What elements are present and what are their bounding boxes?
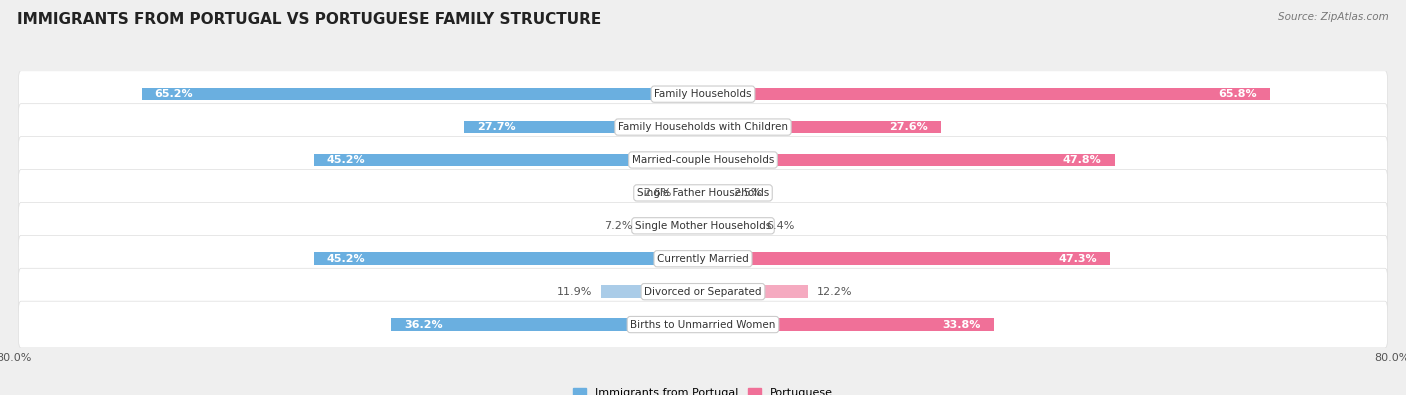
Text: 11.9%: 11.9% bbox=[557, 287, 592, 297]
Text: 36.2%: 36.2% bbox=[404, 320, 443, 329]
Text: 33.8%: 33.8% bbox=[943, 320, 981, 329]
Bar bbox=[314, 252, 703, 265]
Text: 65.8%: 65.8% bbox=[1218, 89, 1257, 99]
Text: Currently Married: Currently Married bbox=[657, 254, 749, 264]
Bar bbox=[600, 285, 703, 298]
FancyBboxPatch shape bbox=[18, 169, 1388, 216]
Text: Family Households with Children: Family Households with Children bbox=[619, 122, 787, 132]
Text: Single Mother Households: Single Mother Households bbox=[636, 221, 770, 231]
FancyBboxPatch shape bbox=[18, 202, 1388, 249]
Text: Source: ZipAtlas.com: Source: ZipAtlas.com bbox=[1278, 12, 1389, 22]
Text: 45.2%: 45.2% bbox=[326, 254, 366, 264]
FancyBboxPatch shape bbox=[18, 235, 1388, 282]
Legend: Immigrants from Portugal, Portuguese: Immigrants from Portugal, Portuguese bbox=[568, 384, 838, 395]
Text: Family Households: Family Households bbox=[654, 89, 752, 99]
Bar bbox=[703, 187, 724, 199]
Text: 6.4%: 6.4% bbox=[766, 221, 796, 231]
Text: 27.7%: 27.7% bbox=[478, 122, 516, 132]
Bar bbox=[703, 220, 758, 232]
Bar bbox=[464, 121, 703, 134]
Bar bbox=[703, 88, 1270, 100]
Text: 47.3%: 47.3% bbox=[1059, 254, 1098, 264]
Text: 47.8%: 47.8% bbox=[1063, 155, 1102, 165]
Text: Divorced or Separated: Divorced or Separated bbox=[644, 287, 762, 297]
Bar bbox=[314, 154, 703, 166]
Bar bbox=[703, 252, 1111, 265]
FancyBboxPatch shape bbox=[18, 137, 1388, 183]
Bar bbox=[703, 121, 941, 134]
Bar bbox=[703, 285, 808, 298]
Bar bbox=[142, 88, 703, 100]
Bar bbox=[681, 187, 703, 199]
FancyBboxPatch shape bbox=[18, 71, 1388, 118]
Text: Single Father Households: Single Father Households bbox=[637, 188, 769, 198]
Bar bbox=[641, 220, 703, 232]
Bar bbox=[703, 154, 1115, 166]
Text: 45.2%: 45.2% bbox=[326, 155, 366, 165]
Text: 2.5%: 2.5% bbox=[733, 188, 762, 198]
FancyBboxPatch shape bbox=[18, 268, 1388, 315]
Text: 65.2%: 65.2% bbox=[155, 89, 193, 99]
FancyBboxPatch shape bbox=[18, 301, 1388, 348]
Text: Married-couple Households: Married-couple Households bbox=[631, 155, 775, 165]
FancyBboxPatch shape bbox=[18, 103, 1388, 150]
Text: 2.6%: 2.6% bbox=[644, 188, 672, 198]
Text: IMMIGRANTS FROM PORTUGAL VS PORTUGUESE FAMILY STRUCTURE: IMMIGRANTS FROM PORTUGAL VS PORTUGUESE F… bbox=[17, 12, 602, 27]
Text: 12.2%: 12.2% bbox=[817, 287, 852, 297]
Bar bbox=[703, 318, 994, 331]
Bar bbox=[391, 318, 703, 331]
Text: Births to Unmarried Women: Births to Unmarried Women bbox=[630, 320, 776, 329]
Text: 7.2%: 7.2% bbox=[605, 221, 633, 231]
Text: 27.6%: 27.6% bbox=[889, 122, 928, 132]
